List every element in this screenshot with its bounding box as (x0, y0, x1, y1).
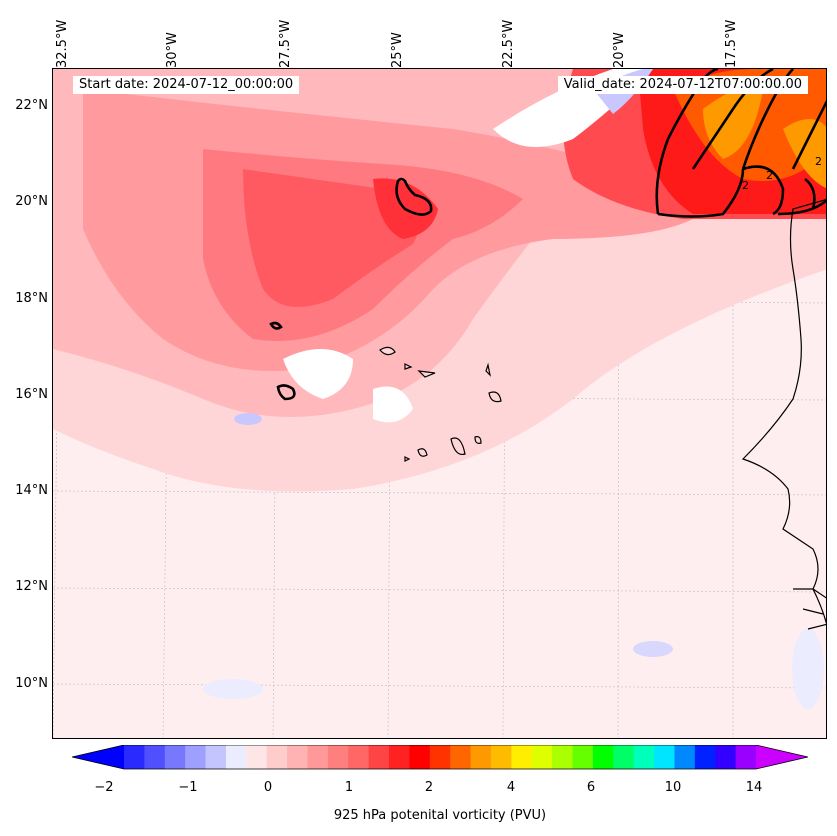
valid-date-label: Valid_date: 2024-07-12T07:00:00.00 (557, 76, 808, 94)
contour-label: 2 (742, 179, 749, 192)
colorbar-tick-label: 14 (745, 780, 763, 795)
colorbar-extend-max (756, 745, 808, 769)
colorbar-tick-label: 1 (344, 780, 354, 795)
colorbar-outline (72, 745, 808, 770)
lon-tick-label: 20°W (612, 32, 627, 68)
lat-tick-label: 16°N (15, 387, 48, 402)
colorbar-cell (307, 745, 329, 769)
lon-tick-label: 22.5°W (501, 19, 516, 68)
lat-tick-label: 22°N (15, 98, 48, 113)
contour-label: 2 (766, 169, 773, 182)
colorbar-cell (552, 745, 574, 769)
pv-field-map: 2 2 2 (53, 69, 826, 738)
colorbar-cell (633, 745, 655, 769)
colorbar-cell (389, 745, 410, 769)
colorbar-extend-min (72, 745, 124, 769)
colorbar-cell (409, 745, 431, 769)
colorbar-tick-label: 6 (586, 780, 596, 795)
lat-tick-label: 18°N (15, 291, 48, 306)
colorbar-tick-label: 0 (263, 780, 273, 795)
lat-tick-label: 12°N (15, 579, 48, 594)
lon-tick-label: 27.5°W (278, 19, 293, 68)
colorbar-cell (144, 745, 166, 769)
colorbar-cell (225, 745, 247, 769)
colorbar-cell (531, 745, 553, 769)
colorbar-cell (450, 745, 472, 769)
colorbar-cell (715, 745, 737, 769)
lat-tick-label: 10°N (15, 676, 48, 691)
map-panel: 2 2 2 (52, 68, 827, 739)
colorbar-cell (185, 745, 207, 769)
lat-tick-label: 20°N (15, 194, 48, 209)
colorbar-cell (470, 745, 492, 769)
colorbar-cell (592, 745, 614, 769)
colorbar-cell (429, 745, 451, 769)
colorbar-cell (694, 745, 716, 769)
colorbar-cell (124, 745, 145, 769)
colorbar-cell (674, 745, 696, 769)
colorbar-tick-label: 2 (424, 780, 434, 795)
colorbar-cell (368, 745, 390, 769)
colorbar-tick-label: 4 (506, 780, 516, 795)
lon-tick-label: 25°W (390, 32, 405, 68)
colorbar-tick-label: −2 (94, 780, 114, 795)
colorbar-tick-label: 10 (664, 780, 682, 795)
colorbar-cell (613, 745, 635, 769)
start-date-label: Start date: 2024-07-12_00:00:00 (73, 76, 300, 94)
pv-contour-fill (53, 69, 826, 709)
colorbar-cell (654, 745, 675, 769)
lon-tick-label: 32.5°W (55, 19, 70, 68)
colorbar-cell (490, 745, 512, 769)
coastline (741, 198, 826, 630)
colorbar-cell (511, 745, 533, 769)
colorbar-cell (327, 745, 349, 769)
colorbar-cell (164, 745, 186, 769)
colorbar-cell (287, 745, 308, 769)
lat-tick-label: 14°N (15, 483, 48, 498)
colorbar-cell (348, 745, 370, 769)
colorbar (72, 745, 808, 770)
colorbar-title: 925 hPa potenital vorticity (PVU) (333, 808, 547, 823)
colorbar-tick-label: −1 (178, 780, 198, 795)
colorbar-cell (735, 745, 757, 769)
lon-tick-label: 17.5°W (724, 19, 739, 68)
colorbar-cell (572, 745, 594, 769)
colorbar-cell (205, 745, 227, 769)
lon-tick-label: 30°W (165, 32, 180, 68)
colorbar-cell (246, 745, 268, 769)
islands (379, 346, 502, 462)
contour-label: 2 (815, 155, 822, 168)
colorbar-cell (266, 745, 288, 769)
